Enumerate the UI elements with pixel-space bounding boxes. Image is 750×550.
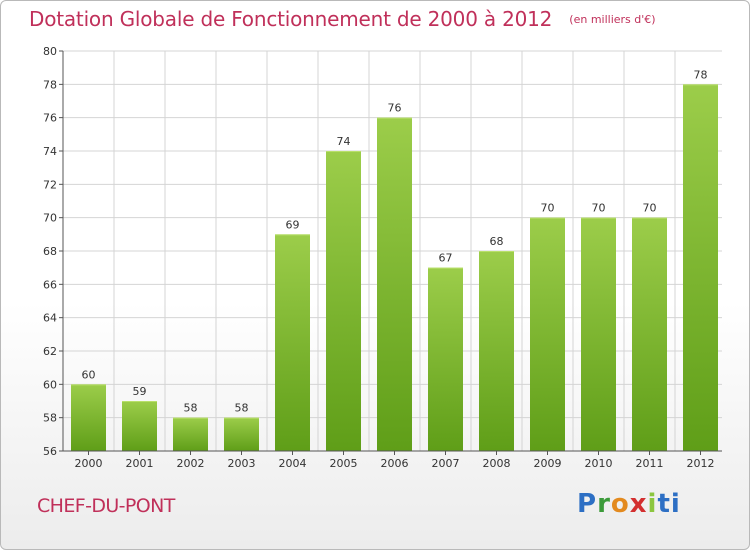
x-tick-label: 2008 xyxy=(483,457,511,470)
y-tick-label: 74 xyxy=(43,145,57,158)
y-tick-label: 60 xyxy=(43,378,57,391)
label-layer: 60 59 58 58 69 74 76 67 68 70 70 70 78 xyxy=(82,68,708,414)
x-tick-label: 2009 xyxy=(534,457,562,470)
bar-2000[interactable] xyxy=(71,384,106,451)
bar-value-label: 67 xyxy=(439,252,453,265)
bar-2002[interactable] xyxy=(173,417,208,451)
bar-value-label: 70 xyxy=(541,202,555,215)
bar-2001[interactable] xyxy=(122,401,157,451)
x-tick-label: 2002 xyxy=(177,457,205,470)
bar-value-label: 78 xyxy=(694,68,708,81)
bar-value-label: 60 xyxy=(82,368,96,381)
chart-title: Dotation Globale de Fonctionnement de 20… xyxy=(29,7,553,31)
x-tick-label: 2007 xyxy=(432,457,460,470)
x-tick-label: 2004 xyxy=(279,457,307,470)
logo-letter: r xyxy=(597,489,611,519)
y-tick-label: 56 xyxy=(43,445,57,458)
bar-2012[interactable] xyxy=(683,84,718,451)
logo-letter: P xyxy=(577,489,598,519)
bar-value-label: 70 xyxy=(592,202,606,215)
x-tick-label: 2011 xyxy=(636,457,664,470)
logo-letter: o xyxy=(610,489,630,519)
bar-2005[interactable] xyxy=(326,151,361,451)
x-tick-label: 2006 xyxy=(381,457,409,470)
x-tick-label: 2001 xyxy=(126,457,154,470)
bar-2011[interactable] xyxy=(632,217,667,451)
title-row: Dotation Globale de Fonctionnement de 20… xyxy=(29,7,656,31)
x-tick-label: 2000 xyxy=(75,457,103,470)
logo-letter: i xyxy=(647,489,658,519)
x-tick-label: 2005 xyxy=(330,457,358,470)
commune-name: CHEF-DU-PONT xyxy=(37,495,175,517)
bar-2006[interactable] xyxy=(377,117,412,452)
y-tick-label: 78 xyxy=(43,78,57,91)
x-tick-label: 2012 xyxy=(687,457,715,470)
bar-value-label: 68 xyxy=(490,235,504,248)
x-tick-label: 2010 xyxy=(585,457,613,470)
bar-2007[interactable] xyxy=(428,267,463,451)
logo-letter: x xyxy=(629,489,648,519)
y-tick-label: 72 xyxy=(43,178,57,191)
y-tick-label: 62 xyxy=(43,345,57,358)
bar-value-label: 76 xyxy=(388,102,402,115)
axis-layer: 56 58 60 62 64 66 68 70 72 74 76 78 80 2000 2001 2002 20… xyxy=(43,45,722,470)
y-tick-label: 58 xyxy=(43,412,57,425)
bar-2004[interactable] xyxy=(275,234,310,451)
bar-value-label: 58 xyxy=(235,402,249,415)
y-tick-label: 64 xyxy=(43,312,57,325)
bar-value-label: 69 xyxy=(286,218,300,231)
logo-letter: i xyxy=(670,489,681,519)
bar-2010[interactable] xyxy=(581,217,616,451)
y-tick-label: 70 xyxy=(43,212,57,225)
y-tick-label: 68 xyxy=(43,245,57,258)
bar-value-label: 59 xyxy=(133,385,147,398)
y-tick-label: 66 xyxy=(43,278,57,291)
bar-2008[interactable] xyxy=(479,251,514,451)
bar-value-label: 70 xyxy=(643,202,657,215)
bar-layer xyxy=(71,84,718,452)
bar-2003[interactable] xyxy=(224,417,259,451)
logo-letter: t xyxy=(657,489,671,519)
chart-subtitle: (en milliers d'€) xyxy=(569,13,656,26)
x-tick-label: 2003 xyxy=(228,457,256,470)
bar-value-label: 58 xyxy=(184,402,198,415)
proxiti-logo[interactable]: Proxiti xyxy=(577,489,681,519)
bar-2009[interactable] xyxy=(530,217,565,451)
y-tick-label: 80 xyxy=(43,45,57,58)
bar-value-label: 74 xyxy=(337,135,351,148)
y-tick-label: 76 xyxy=(43,112,57,125)
